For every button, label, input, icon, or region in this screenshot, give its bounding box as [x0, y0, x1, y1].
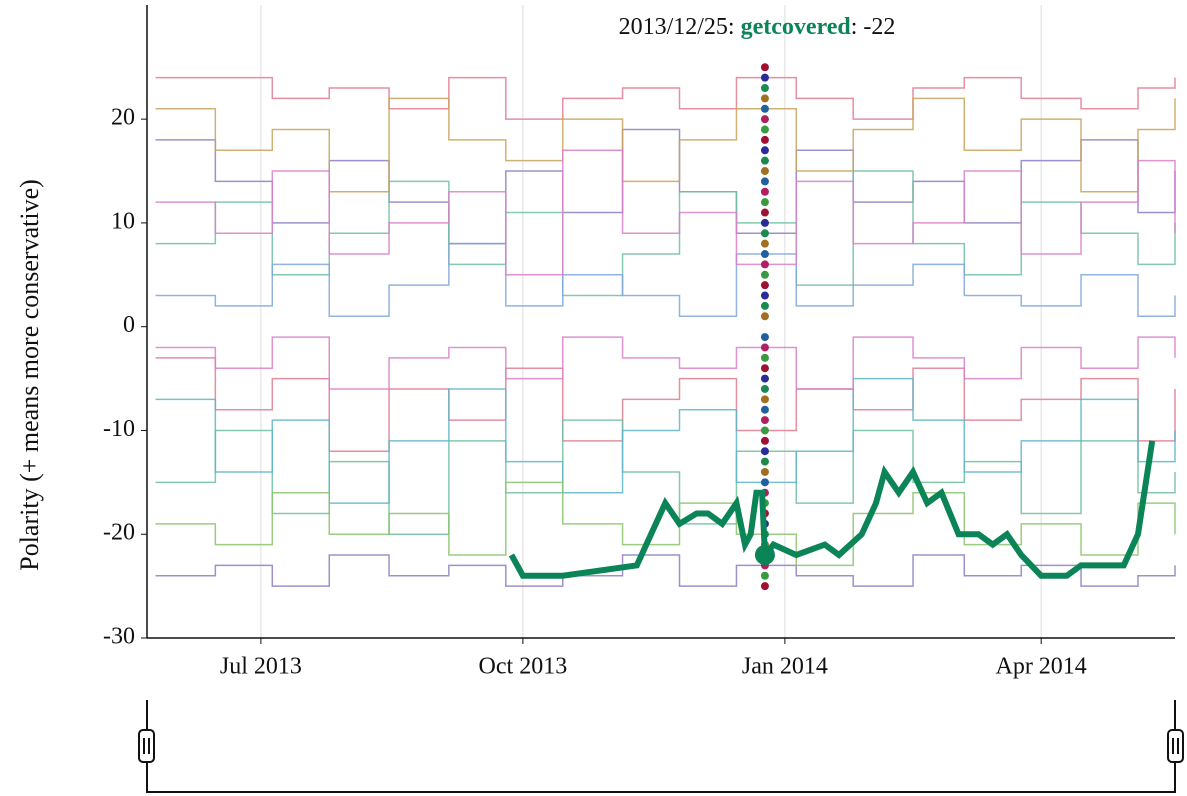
hover-dot	[760, 115, 769, 124]
hover-dot	[760, 436, 769, 445]
hover-label: 2013/12/25: getcovered: -22	[619, 14, 896, 40]
hover-dot	[760, 260, 769, 269]
hover-dot	[760, 156, 769, 165]
plot-area: Jul 2013 Oct 2013 Jan 2014 Apr 2014 -30 -20 -1…	[103, 5, 1176, 680]
background-line	[155, 242, 1176, 318]
hover-value: : -22	[851, 14, 896, 40]
hover-dot	[760, 198, 769, 207]
y-tick-label: -10	[103, 416, 135, 442]
hover-dot	[760, 291, 769, 300]
hover-dot	[760, 384, 769, 393]
hover-dot	[760, 571, 769, 580]
hover-dot	[760, 333, 769, 342]
hover-dot	[760, 94, 769, 103]
x-tick-label: Jan 2014	[742, 654, 828, 680]
hover-dot	[760, 457, 769, 466]
hover-dot	[760, 405, 769, 414]
x-tick-label: Jul 2013	[220, 654, 302, 680]
range-handle-left[interactable]	[138, 729, 155, 763]
hover-dot	[760, 73, 769, 82]
hover-dot	[760, 270, 769, 279]
hover-dot	[760, 229, 769, 238]
hover-dot	[760, 395, 769, 404]
handle-grip	[1172, 738, 1179, 754]
hover-dot	[760, 426, 769, 435]
hover-dot	[760, 104, 769, 113]
y-tick-label: -20	[103, 520, 135, 546]
background-line	[155, 554, 1176, 587]
hover-dot	[760, 218, 769, 227]
hover-dot	[760, 167, 769, 176]
handle-grip	[143, 738, 150, 754]
hover-dot	[760, 63, 769, 72]
hover-dot	[760, 301, 769, 310]
background-line	[155, 336, 1176, 390]
y-tick-label: 0	[123, 312, 135, 338]
hover-dot	[760, 187, 769, 196]
background-line	[155, 76, 1176, 120]
y-tick-label: -30	[103, 624, 135, 650]
hover-point	[754, 544, 775, 565]
range-selector[interactable]	[138, 700, 1184, 793]
hover-date: 2013/12/25:	[619, 14, 735, 40]
y-axis-label: Polarity (+ means more conservative)	[15, 179, 44, 571]
x-tick-label: Oct 2013	[479, 654, 568, 680]
hover-dot	[760, 312, 769, 321]
hover-dot	[760, 239, 769, 248]
background-line	[155, 149, 1176, 276]
hover-dot	[760, 343, 769, 352]
y-tick-label: 10	[111, 208, 135, 234]
x-tick-label: Apr 2014	[995, 654, 1086, 680]
hover-dot	[760, 416, 769, 425]
hover-dot	[760, 353, 769, 362]
range-handle-right[interactable]	[1167, 729, 1184, 763]
hover-dot	[760, 84, 769, 93]
hover-dot	[760, 447, 769, 456]
hover-dot	[760, 146, 769, 155]
hover-dot	[760, 467, 769, 476]
hover-dot	[760, 582, 769, 591]
hover-dot	[760, 208, 769, 217]
hover-dot	[760, 364, 769, 373]
hover-dot	[760, 250, 769, 259]
hover-dot	[760, 478, 769, 487]
hover-series: getcovered	[741, 14, 852, 40]
hover-dot	[760, 281, 769, 290]
background-line	[155, 481, 1176, 567]
hover-dot	[760, 374, 769, 383]
hover-dot	[760, 177, 769, 186]
hover-dot	[760, 135, 769, 144]
y-tick-label: 20	[111, 105, 135, 131]
series-line	[508, 440, 1156, 579]
hover-dot	[760, 125, 769, 134]
